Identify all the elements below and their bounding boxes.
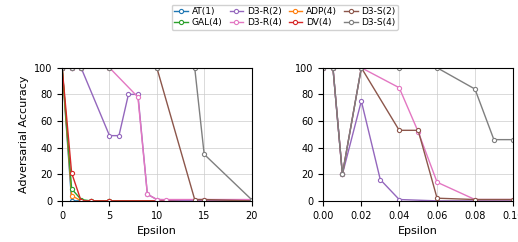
Legend: AT(1), GAL(4), D3-R(2), D3-R(4), ADP(4), DV(4), D3-S(2), D3-S(4): AT(1), GAL(4), D3-R(2), D3-R(4), ADP(4),… — [171, 5, 398, 30]
X-axis label: Epsilon: Epsilon — [398, 226, 438, 236]
Y-axis label: Adversarial Accuracy: Adversarial Accuracy — [19, 76, 28, 193]
X-axis label: Epsilon: Epsilon — [137, 226, 177, 236]
